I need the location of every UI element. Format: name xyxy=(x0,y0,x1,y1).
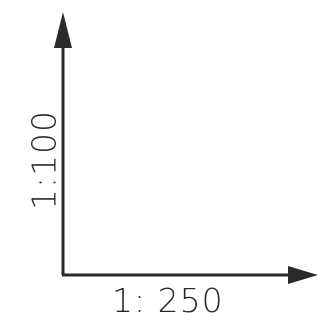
right-arrow-icon xyxy=(288,266,318,284)
vertical-axis-label: 1:100 xyxy=(24,109,64,211)
horizontal-axis-label: 1: 250 xyxy=(112,281,224,320)
up-arrow-icon xyxy=(54,12,72,48)
